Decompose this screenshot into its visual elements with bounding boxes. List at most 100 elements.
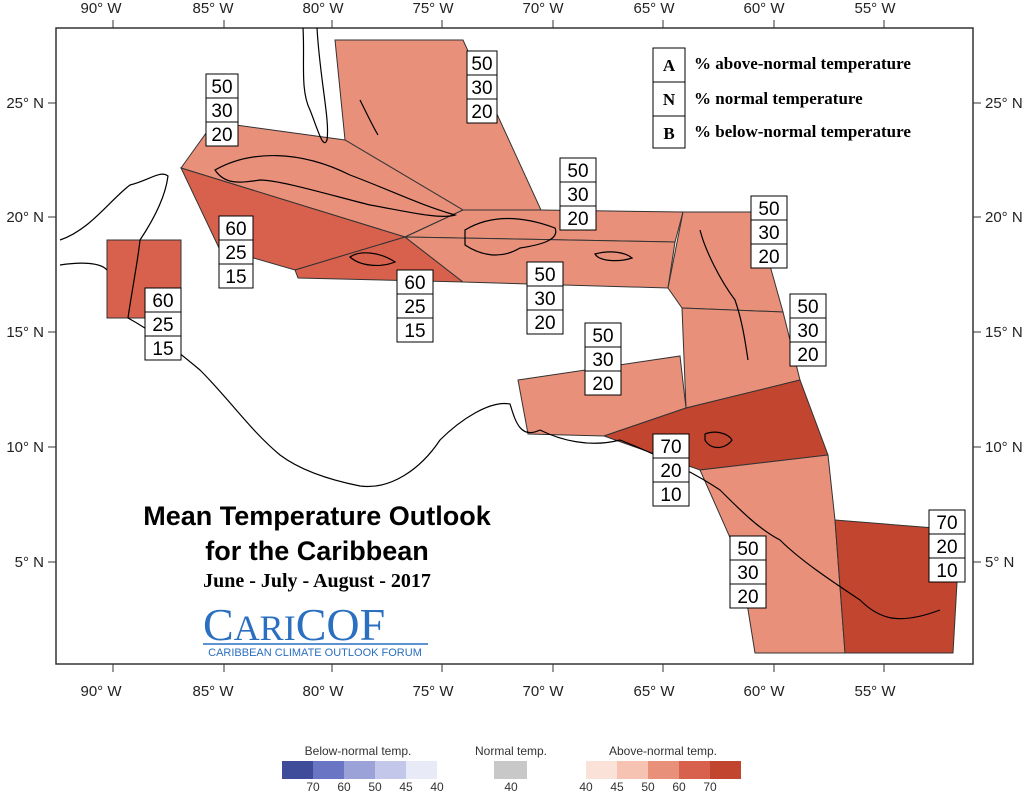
logo-ari: ARI — [234, 608, 296, 648]
legend-normal-title: Normal temp. — [475, 744, 547, 758]
legend-normal-swatch: 40 — [494, 761, 527, 791]
left-axis: 25° N 20° N 15° N 10° N 5° N — [6, 95, 56, 571]
right-tick-label: 15° N — [985, 324, 1023, 341]
key-letter-b: B — [663, 124, 674, 143]
prob-below: 10 — [660, 485, 681, 506]
bottom-tick-label: 90° W — [80, 683, 122, 700]
legend-tick: 50 — [641, 780, 655, 791]
region-label-guyana: 50 30 20 — [729, 535, 767, 609]
prob-below: 20 — [211, 125, 232, 146]
prob-above: 50 — [211, 77, 232, 98]
logo-subtitle: CARIBBEAN CLIMATE OUTLOOK FORUM — [208, 647, 422, 659]
prob-below: 15 — [225, 267, 246, 288]
prob-below: 20 — [471, 102, 492, 123]
prob-above: 50 — [758, 199, 779, 220]
region-label-jamaica: 60 25 15 — [396, 269, 434, 343]
left-tick-label: 10° N — [6, 439, 44, 456]
legend-tick: 70 — [703, 780, 717, 791]
probability-labels: 50 30 20 50 30 20 60 25 15 60 25 15 60 2… — [144, 50, 966, 609]
swatch-normal-40 — [494, 761, 527, 779]
color-legend: Below-normal temp. Normal temp. Above-no… — [282, 744, 741, 791]
region-hispaniola-pr — [404, 209, 684, 243]
coastlines — [59, 27, 941, 620]
prob-above: 70 — [936, 513, 957, 534]
prob-below: 15 — [152, 339, 173, 360]
swatch-above-60 — [679, 761, 710, 779]
probability-key: A N B % above-normal temperature % norma… — [652, 47, 911, 149]
legend-tick: 60 — [672, 780, 686, 791]
swatch-above-45 — [617, 761, 648, 779]
region-label-suriname-fg: 70 20 10 — [928, 509, 966, 583]
region-label-leeward: 50 30 20 — [750, 195, 788, 269]
prob-below: 15 — [404, 321, 425, 342]
prob-normal: 25 — [152, 315, 173, 336]
top-tick-label: 60° W — [743, 0, 785, 17]
top-tick-label: 65° W — [633, 0, 675, 17]
prob-above: 60 — [152, 291, 173, 312]
legend-below-swatches: 70 60 50 45 40 — [282, 761, 444, 791]
bottom-tick-label: 70° W — [522, 683, 564, 700]
prob-below: 10 — [936, 561, 957, 582]
svg-text:CARICOF: CARICOF — [203, 599, 385, 650]
key-text-normal: % normal temperature — [694, 89, 863, 108]
region-label-trinidad: 70 20 10 — [652, 433, 690, 507]
prob-below: 20 — [737, 587, 758, 608]
swatch-below-60 — [313, 761, 344, 779]
title-block: Mean Temperature Outlook for the Caribbe… — [100, 492, 492, 662]
prob-normal: 30 — [758, 223, 779, 244]
legend-tick: 45 — [399, 780, 413, 791]
region-label-abc-islands: 50 30 20 — [584, 322, 622, 396]
prob-normal: 30 — [471, 78, 492, 99]
prob-normal: 30 — [534, 289, 555, 310]
swatch-above-40 — [586, 761, 617, 779]
legend-tick: 50 — [368, 780, 382, 791]
left-tick-label: 25° N — [6, 95, 44, 112]
region-label-hispaniola-pr: 50 30 20 — [559, 157, 597, 231]
logo-c: C — [203, 599, 234, 650]
prob-above: 50 — [534, 265, 555, 286]
left-tick-label: 15° N — [6, 324, 44, 341]
right-axis: 25° N 20° N 15° N 10° N 5° N — [973, 95, 1023, 571]
legend-tick: 40 — [579, 780, 593, 791]
region-label-cuba: 50 30 20 — [205, 73, 239, 147]
prob-below: 20 — [534, 313, 555, 334]
prob-normal: 30 — [567, 185, 588, 206]
swatch-below-45 — [375, 761, 406, 779]
right-tick-label: 10° N — [985, 439, 1023, 456]
bottom-axis: 90° W 85° W 80° W 75° W 70° W 65° W 60° … — [80, 664, 896, 700]
prob-above: 60 — [404, 273, 425, 294]
prob-normal: 30 — [737, 563, 758, 584]
swatch-above-70 — [710, 761, 741, 779]
top-tick-label: 80° W — [302, 0, 344, 17]
prob-below: 20 — [567, 209, 588, 230]
legend-tick: 40 — [430, 780, 444, 791]
top-tick-label: 90° W — [80, 0, 122, 17]
top-tick-label: 75° W — [412, 0, 454, 17]
prob-normal: 25 — [225, 243, 246, 264]
region-label-cayman: 60 25 15 — [218, 215, 254, 289]
prob-normal: 30 — [592, 350, 613, 371]
top-tick-label: 55° W — [854, 0, 896, 17]
right-tick-label: 20° N — [985, 209, 1023, 226]
swatch-above-50 — [648, 761, 679, 779]
prob-above: 50 — [737, 539, 758, 560]
prob-normal: 30 — [211, 101, 232, 122]
swatch-below-50 — [344, 761, 375, 779]
prob-normal: 25 — [404, 297, 425, 318]
legend-above-title: Above-normal temp. — [609, 744, 717, 758]
legend-tick: 60 — [337, 780, 351, 791]
caricof-logo: CARICOF CARIBBEAN CLIMATE OUTLOOK FORUM — [203, 599, 428, 659]
key-letter-n: N — [663, 90, 676, 109]
left-tick-label: 5° N — [15, 554, 44, 571]
prob-above: 70 — [660, 437, 681, 458]
prob-normal: 20 — [660, 461, 681, 482]
prob-below: 20 — [758, 247, 779, 268]
title-line-2: for the Caribbean — [205, 536, 429, 566]
prob-above: 50 — [797, 297, 818, 318]
legend-tick: 40 — [504, 780, 518, 791]
region-label-windward: 50 30 20 — [789, 293, 827, 367]
logo-cof: COF — [296, 599, 385, 650]
title-line-1: Mean Temperature Outlook — [143, 501, 492, 531]
prob-normal: 20 — [936, 537, 957, 558]
